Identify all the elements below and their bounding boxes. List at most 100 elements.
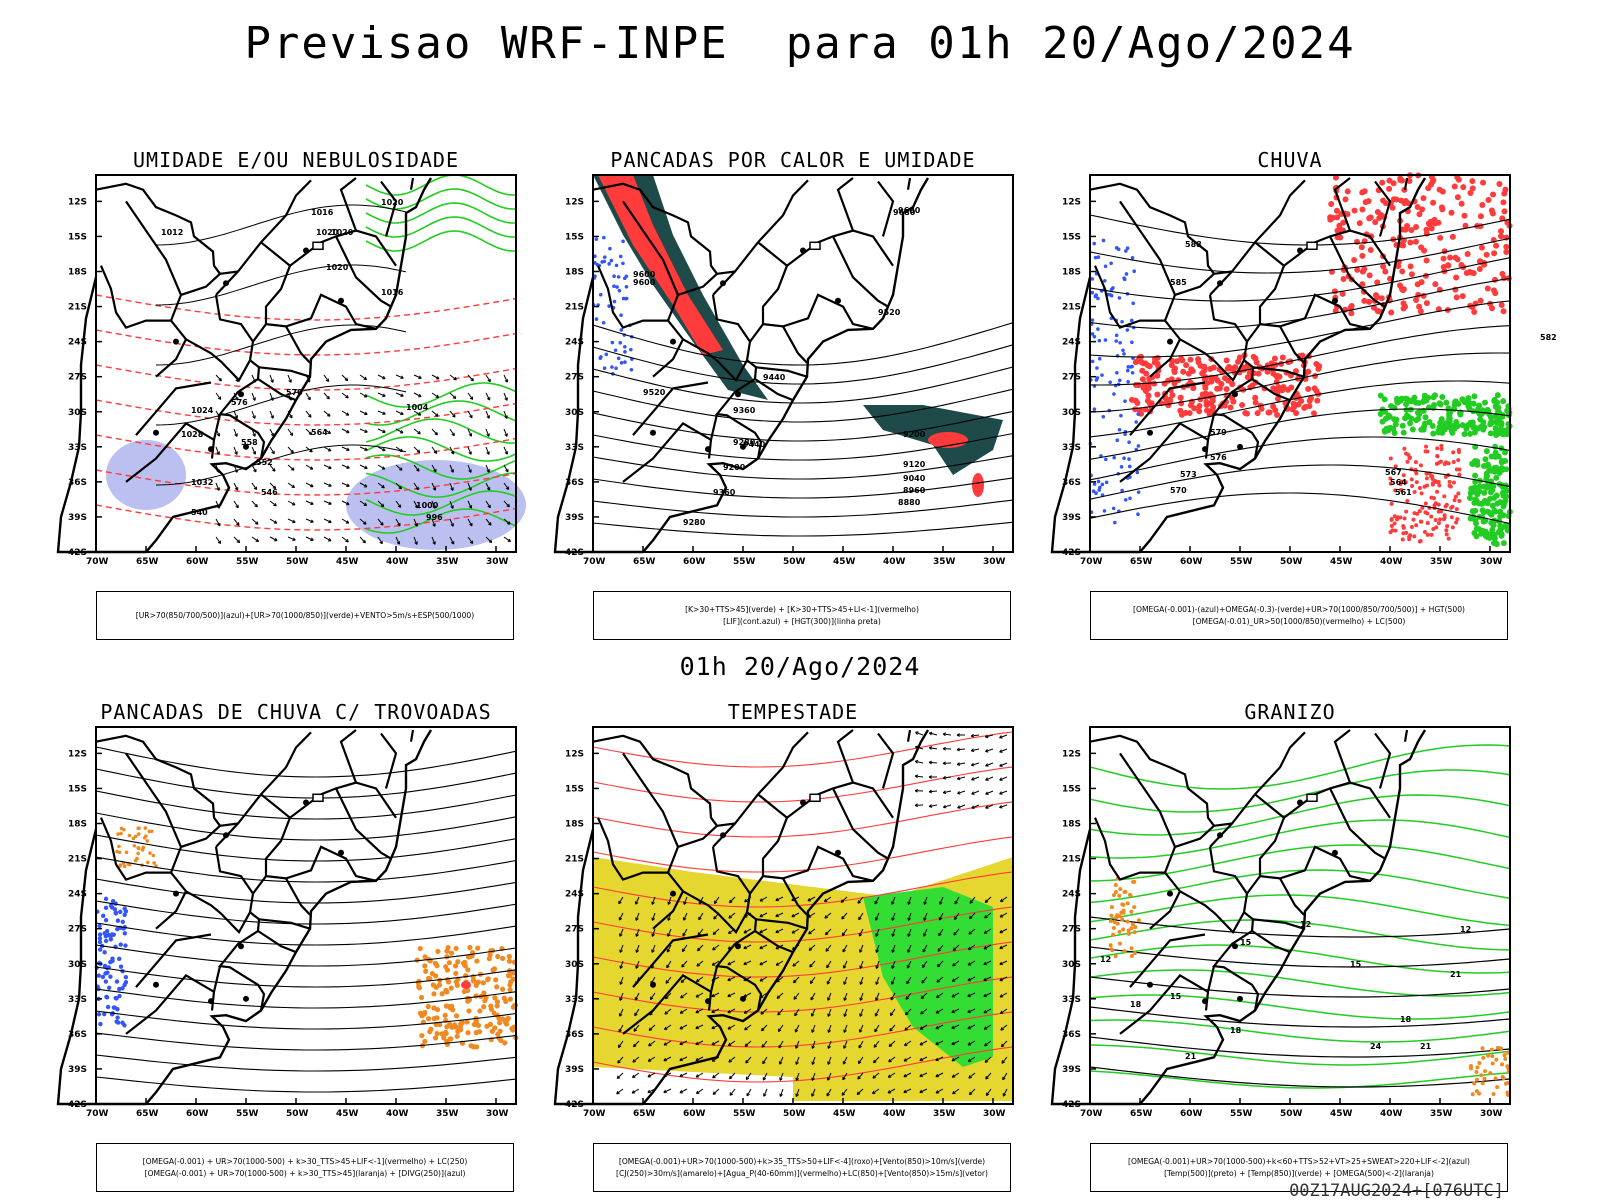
temp500-contour: [1090, 947, 1510, 967]
rain-area-vermelho: [1424, 258, 1430, 264]
rain-area-verde: [1462, 431, 1468, 437]
rain-area-vermelho: [1415, 292, 1421, 298]
thunder-area-laranja: [485, 977, 490, 982]
thunder-area-laranja: [443, 988, 448, 993]
rain-area-vermelho: [1393, 514, 1397, 518]
lif-contour-azul: [617, 275, 621, 279]
rain-area-vermelho: [1367, 272, 1373, 278]
rain-area-verde: [1484, 448, 1490, 454]
omega-area-laranja: [1499, 1046, 1503, 1050]
rain-area-azul: [1098, 486, 1102, 490]
contour-label: 9200: [903, 430, 926, 439]
state-border: [908, 178, 910, 190]
rain-area-azul: [1101, 415, 1105, 419]
rain-area-azul: [1124, 249, 1128, 253]
rain-area-azul: [1096, 297, 1100, 301]
rain-area-vermelho: [1390, 502, 1394, 506]
legend-line: [OMEGA(-0.001)+UR>70(1000-500)+k<60+TTS>…: [1128, 1156, 1470, 1168]
contour-label: 561: [1395, 488, 1412, 497]
thunder-area-laranja: [449, 985, 454, 990]
lake-marker: [1217, 280, 1223, 286]
lake-marker: [208, 998, 214, 1004]
rain-area-vermelho: [1501, 308, 1507, 314]
rain-area-vermelho: [1272, 355, 1278, 361]
thunder-area-laranja: [507, 982, 512, 987]
state-border: [216, 732, 311, 847]
rain-area-vermelho: [1178, 395, 1184, 401]
lon-tick-label: 30W: [983, 557, 1006, 567]
rain-area-vermelho: [1191, 405, 1197, 411]
thunder-area-laranja: [507, 954, 512, 959]
lon-tick-label: 70W: [583, 1109, 606, 1119]
lif-contour-azul: [599, 355, 603, 359]
rain-area-vermelho: [1452, 183, 1458, 189]
divg-area-azul: [119, 964, 123, 968]
thunder-area-laranja: [453, 971, 458, 976]
divg-area-azul: [107, 933, 111, 937]
state-border: [1210, 180, 1305, 295]
rain-area-vermelho: [1405, 499, 1409, 503]
rain-area-vermelho: [1390, 518, 1394, 522]
rain-area-vermelho: [1419, 520, 1423, 524]
map-pancadas-calor: 9680960095209440936092809200936092809200…: [593, 175, 1093, 577]
thunder-area-laranja: [458, 1027, 463, 1032]
thickness-contour: [96, 295, 516, 320]
temp850-contour-verde: [1090, 820, 1510, 858]
rain-area-vermelho: [1402, 473, 1406, 477]
rain-area-verde: [1451, 406, 1457, 412]
rain-area-vermelho: [1430, 474, 1434, 478]
thunder-area-laranja: [152, 854, 156, 858]
rain-area-vermelho: [1342, 196, 1348, 202]
rain-area-vermelho: [1453, 275, 1459, 281]
rain-area-vermelho: [1430, 200, 1436, 206]
contour-label: 8880: [898, 498, 921, 507]
contour-label: 588: [1185, 240, 1202, 249]
lat-tick-label: 33S: [1062, 443, 1081, 453]
divg-area-azul: [115, 927, 119, 931]
rain-area-azul: [1128, 465, 1132, 469]
lon-tick-label: 65W: [1130, 557, 1153, 567]
lif-contour-azul: [615, 285, 619, 289]
legend-box: [OMEGA(-0.001)+UR>70(1000-500)+k>35_TTS>…: [593, 1143, 1011, 1192]
rain-area-azul: [1128, 496, 1132, 500]
rain-area-verde: [1385, 427, 1391, 433]
rain-area-vermelho: [1434, 518, 1438, 522]
rain-area-azul: [1131, 371, 1135, 375]
streamline-250: [96, 835, 516, 861]
state-border: [136, 935, 211, 988]
rain-area-vermelho: [1154, 373, 1160, 379]
lif-contour-azul: [620, 361, 624, 365]
rain-area-azul: [1118, 341, 1122, 345]
rain-area-vermelho: [1224, 357, 1230, 363]
rain-area-vermelho: [1145, 362, 1151, 368]
lif-contour-azul: [612, 284, 616, 288]
rain-area-verde: [1500, 493, 1506, 499]
thunder-area-laranja: [132, 837, 136, 841]
lon-tick-label: 70W: [583, 557, 606, 567]
omega-area-laranja: [1127, 929, 1131, 933]
contour-label: 1020: [331, 228, 354, 237]
lat-tick-label: 12S: [68, 749, 87, 759]
lat-tick-label: 39S: [565, 513, 584, 523]
contour-label: 564: [1390, 478, 1407, 487]
lon-tick-label: 30W: [1480, 557, 1503, 567]
thunder-area-laranja: [136, 852, 140, 856]
rain-area-vermelho: [1407, 456, 1411, 460]
rain-area-vermelho: [1455, 467, 1459, 471]
contour-label: 567: [1385, 468, 1402, 477]
omega-area-laranja: [1469, 1066, 1473, 1070]
rain-area-vermelho: [1412, 518, 1416, 522]
rain-area-vermelho: [1357, 220, 1363, 226]
omega-area-laranja: [1126, 901, 1130, 905]
state-border: [411, 730, 413, 742]
thunder-area-laranja: [508, 987, 513, 992]
thunder-area-laranja: [431, 982, 436, 987]
contour-label: 579: [1210, 428, 1227, 437]
thunder-area-laranja: [431, 1005, 436, 1010]
state-border: [763, 266, 873, 329]
contour-label: 582: [1540, 333, 1557, 342]
rain-area-vermelho: [1169, 392, 1175, 398]
rain-area-vermelho: [1291, 404, 1297, 410]
lake-marker: [303, 247, 309, 253]
